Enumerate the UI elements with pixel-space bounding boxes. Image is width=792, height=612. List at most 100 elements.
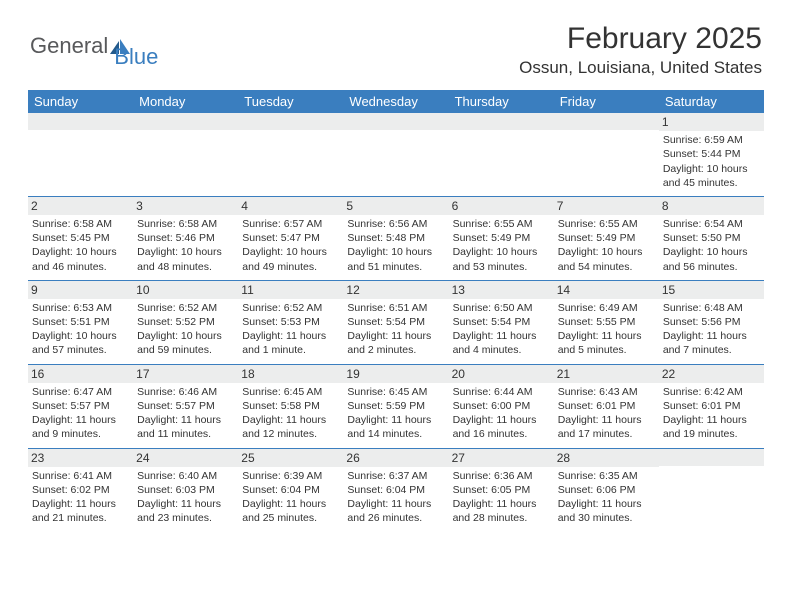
sunset-text: Sunset: 6:06 PM — [558, 483, 655, 497]
calendar-day-cell — [343, 113, 448, 196]
location-text: Ossun, Louisiana, United States — [519, 58, 762, 78]
sunset-text: Sunset: 5:56 PM — [663, 315, 760, 329]
day-number: 28 — [554, 449, 659, 467]
sunrise-text: Sunrise: 6:45 AM — [242, 385, 339, 399]
calendar-day-cell: 25Sunrise: 6:39 AMSunset: 6:04 PMDayligh… — [238, 448, 343, 531]
day-header: Friday — [554, 90, 659, 113]
sunrise-text: Sunrise: 6:37 AM — [347, 469, 444, 483]
day-detail: Sunrise: 6:52 AMSunset: 5:52 PMDaylight:… — [137, 301, 234, 358]
day-number: 1 — [659, 113, 764, 131]
daylight-text: Daylight: 11 hours and 19 minutes. — [663, 413, 760, 441]
day-detail: Sunrise: 6:58 AMSunset: 5:45 PMDaylight:… — [32, 217, 129, 274]
sunset-text: Sunset: 6:04 PM — [347, 483, 444, 497]
sunrise-text: Sunrise: 6:41 AM — [32, 469, 129, 483]
day-number: 15 — [659, 281, 764, 299]
day-number: 12 — [343, 281, 448, 299]
day-number: 4 — [238, 197, 343, 215]
daylight-text: Daylight: 10 hours and 51 minutes. — [347, 245, 444, 273]
calendar-day-cell — [238, 113, 343, 196]
sunrise-text: Sunrise: 6:49 AM — [558, 301, 655, 315]
day-number: 2 — [28, 197, 133, 215]
calendar-day-cell: 14Sunrise: 6:49 AMSunset: 5:55 PMDayligh… — [554, 280, 659, 364]
day-header: Tuesday — [238, 90, 343, 113]
sunrise-text: Sunrise: 6:52 AM — [242, 301, 339, 315]
calendar-day-cell: 27Sunrise: 6:36 AMSunset: 6:05 PMDayligh… — [449, 448, 554, 531]
sunrise-text: Sunrise: 6:35 AM — [558, 469, 655, 483]
calendar-day-cell: 21Sunrise: 6:43 AMSunset: 6:01 PMDayligh… — [554, 364, 659, 448]
sunset-text: Sunset: 5:53 PM — [242, 315, 339, 329]
sunset-text: Sunset: 5:57 PM — [137, 399, 234, 413]
sunset-text: Sunset: 5:57 PM — [32, 399, 129, 413]
calendar-week-row: 9Sunrise: 6:53 AMSunset: 5:51 PMDaylight… — [28, 280, 764, 364]
day-detail: Sunrise: 6:44 AMSunset: 6:00 PMDaylight:… — [453, 385, 550, 442]
day-detail: Sunrise: 6:39 AMSunset: 6:04 PMDaylight:… — [242, 469, 339, 526]
daylight-text: Daylight: 11 hours and 26 minutes. — [347, 497, 444, 525]
daylight-text: Daylight: 10 hours and 59 minutes. — [137, 329, 234, 357]
daylight-text: Daylight: 11 hours and 17 minutes. — [558, 413, 655, 441]
month-title: February 2025 — [519, 22, 762, 56]
calendar-day-cell — [133, 113, 238, 196]
day-number — [28, 113, 133, 130]
day-number — [659, 449, 764, 466]
sunrise-text: Sunrise: 6:51 AM — [347, 301, 444, 315]
daylight-text: Daylight: 10 hours and 54 minutes. — [558, 245, 655, 273]
day-number: 10 — [133, 281, 238, 299]
sunrise-text: Sunrise: 6:44 AM — [453, 385, 550, 399]
calendar-day-cell — [449, 113, 554, 196]
sunset-text: Sunset: 6:05 PM — [453, 483, 550, 497]
daylight-text: Daylight: 11 hours and 2 minutes. — [347, 329, 444, 357]
day-detail: Sunrise: 6:36 AMSunset: 6:05 PMDaylight:… — [453, 469, 550, 526]
day-header: Saturday — [659, 90, 764, 113]
daylight-text: Daylight: 11 hours and 7 minutes. — [663, 329, 760, 357]
day-detail: Sunrise: 6:56 AMSunset: 5:48 PMDaylight:… — [347, 217, 444, 274]
sunset-text: Sunset: 5:50 PM — [663, 231, 760, 245]
sunset-text: Sunset: 5:44 PM — [663, 147, 760, 161]
sunset-text: Sunset: 6:01 PM — [558, 399, 655, 413]
brand-logo: General Blue — [30, 22, 158, 70]
day-number: 22 — [659, 365, 764, 383]
day-header: Wednesday — [343, 90, 448, 113]
calendar-day-cell: 24Sunrise: 6:40 AMSunset: 6:03 PMDayligh… — [133, 448, 238, 531]
day-detail: Sunrise: 6:35 AMSunset: 6:06 PMDaylight:… — [558, 469, 655, 526]
daylight-text: Daylight: 10 hours and 56 minutes. — [663, 245, 760, 273]
sunset-text: Sunset: 6:00 PM — [453, 399, 550, 413]
sunset-text: Sunset: 5:54 PM — [453, 315, 550, 329]
daylight-text: Daylight: 11 hours and 14 minutes. — [347, 413, 444, 441]
sunrise-text: Sunrise: 6:36 AM — [453, 469, 550, 483]
calendar-day-cell: 13Sunrise: 6:50 AMSunset: 5:54 PMDayligh… — [449, 280, 554, 364]
sunset-text: Sunset: 5:48 PM — [347, 231, 444, 245]
sunset-text: Sunset: 5:47 PM — [242, 231, 339, 245]
daylight-text: Daylight: 10 hours and 49 minutes. — [242, 245, 339, 273]
calendar-week-row: 16Sunrise: 6:47 AMSunset: 5:57 PMDayligh… — [28, 364, 764, 448]
sunrise-text: Sunrise: 6:52 AM — [137, 301, 234, 315]
day-detail: Sunrise: 6:52 AMSunset: 5:53 PMDaylight:… — [242, 301, 339, 358]
day-detail: Sunrise: 6:40 AMSunset: 6:03 PMDaylight:… — [137, 469, 234, 526]
calendar-table: Sunday Monday Tuesday Wednesday Thursday… — [28, 90, 764, 531]
day-number: 6 — [449, 197, 554, 215]
day-detail: Sunrise: 6:58 AMSunset: 5:46 PMDaylight:… — [137, 217, 234, 274]
calendar-day-cell: 7Sunrise: 6:55 AMSunset: 5:49 PMDaylight… — [554, 196, 659, 280]
sunset-text: Sunset: 5:54 PM — [347, 315, 444, 329]
calendar-day-cell: 4 Sunrise: 6:57 AMSunset: 5:47 PMDaylight… — [238, 196, 343, 280]
daylight-text: Daylight: 11 hours and 23 minutes. — [137, 497, 234, 525]
sunset-text: Sunset: 5:59 PM — [347, 399, 444, 413]
daylight-text: Daylight: 10 hours and 46 minutes. — [32, 245, 129, 273]
logo-word-blue: Blue — [114, 44, 158, 70]
calendar-day-cell: 1Sunrise: 6:59 AMSunset: 5:44 PMDaylight… — [659, 113, 764, 196]
day-number: 5 — [343, 197, 448, 215]
daylight-text: Daylight: 11 hours and 1 minute. — [242, 329, 339, 357]
daylight-text: Daylight: 11 hours and 30 minutes. — [558, 497, 655, 525]
day-number: 17 — [133, 365, 238, 383]
day-number: 9 — [28, 281, 133, 299]
calendar-day-cell: 16Sunrise: 6:47 AMSunset: 5:57 PMDayligh… — [28, 364, 133, 448]
sunrise-text: Sunrise: 6:48 AM — [663, 301, 760, 315]
day-number: 3 — [133, 197, 238, 215]
calendar-day-cell: 8Sunrise: 6:54 AMSunset: 5:50 PMDaylight… — [659, 196, 764, 280]
daylight-text: Daylight: 11 hours and 11 minutes. — [137, 413, 234, 441]
day-header: Monday — [133, 90, 238, 113]
day-detail: Sunrise: 6:57 AMSunset: 5:47 PMDaylight:… — [242, 217, 339, 274]
calendar-day-cell: 26Sunrise: 6:37 AMSunset: 6:04 PMDayligh… — [343, 448, 448, 531]
sunset-text: Sunset: 6:03 PM — [137, 483, 234, 497]
day-detail: Sunrise: 6:55 AMSunset: 5:49 PMDaylight:… — [453, 217, 550, 274]
day-number: 23 — [28, 449, 133, 467]
